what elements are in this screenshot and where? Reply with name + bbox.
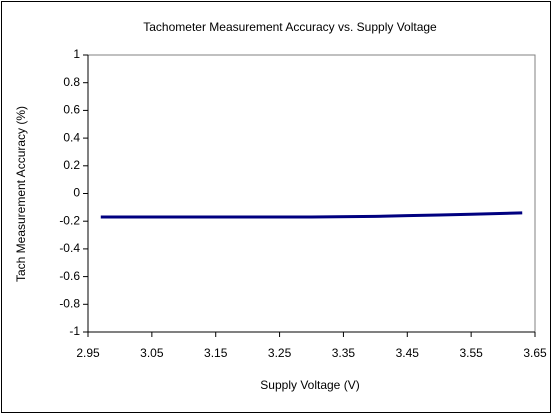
y-tick-label: -0.4 — [59, 241, 80, 255]
x-tick-label: 2.95 — [76, 346, 100, 360]
y-tick-label: 0.6 — [63, 103, 80, 117]
x-tick-label: 3.05 — [140, 346, 164, 360]
y-tick-label: 0 — [73, 186, 80, 200]
x-tick-label: 3.25 — [268, 346, 292, 360]
x-tick-label: 3.45 — [396, 346, 420, 360]
y-tick-label: 0.8 — [63, 75, 80, 89]
y-tick-label: 1 — [73, 47, 80, 61]
y-tick-label: 0.2 — [63, 158, 80, 172]
x-tick-label: 3.35 — [332, 346, 356, 360]
y-axis-label: Tach Measurement Accuracy (%) — [14, 106, 28, 282]
data-line — [100, 211, 523, 219]
y-tick-label: -1 — [69, 324, 80, 338]
x-tick-label: 3.65 — [523, 346, 547, 360]
x-tick-label: 3.55 — [459, 346, 483, 360]
y-tick-label: 0.4 — [63, 130, 80, 144]
y-tick-label: -0.6 — [59, 269, 80, 283]
y-tick-label: -0.8 — [59, 296, 80, 310]
x-axis-label: Supply Voltage (V) — [260, 378, 359, 392]
x-tick-label: 3.15 — [204, 346, 228, 360]
y-tick-label: -0.2 — [59, 213, 80, 227]
chart-title: Tachometer Measurement Accuracy vs. Supp… — [143, 20, 437, 34]
